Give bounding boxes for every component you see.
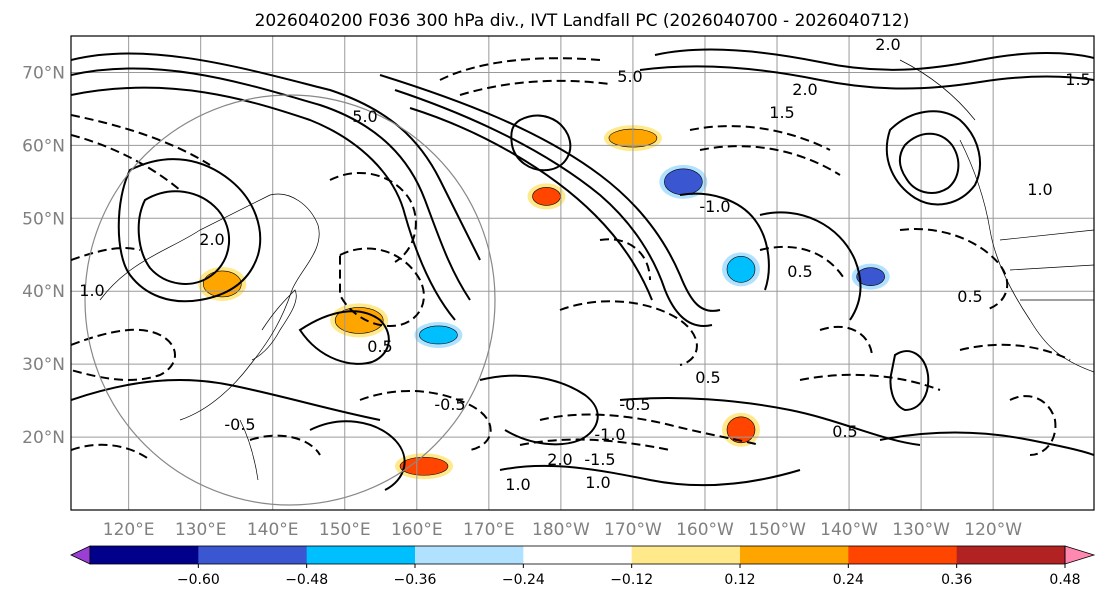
lat-tick-label: 40°N (22, 282, 65, 302)
lat-tick-labels: 20°N 30°N 40°N 50°N 60°N 70°N (22, 63, 65, 448)
contour-label: 5.0 (352, 107, 377, 126)
shaded-region (726, 416, 756, 444)
colorbar-tick-label: 0.24 (833, 572, 864, 588)
lon-tick-label: 170°W (604, 520, 662, 540)
colorbar-segment (740, 546, 849, 564)
range-ring (84, 94, 496, 506)
colorbar-tick-label: −0.24 (502, 572, 545, 588)
contour-label: -0.5 (619, 395, 650, 414)
contour-label: 2.0 (875, 35, 900, 54)
colorbar-segment (631, 546, 741, 564)
colorbar-extend-low (70, 545, 91, 565)
map-background (71, 36, 1094, 510)
colorbar-segment (198, 546, 308, 564)
contour-label: -1.5 (584, 450, 615, 469)
contour-label: -0.5 (224, 415, 255, 434)
contour-label: 1.5 (1065, 70, 1090, 89)
contour-label: 1.0 (505, 475, 530, 494)
colorbar-segment (956, 546, 1066, 564)
lon-tick-label: 150°W (748, 520, 806, 540)
lon-tick-label: 130°W (892, 520, 950, 540)
colorbar-tick-label: −0.60 (177, 572, 220, 588)
colorbar-tick-label: 0.36 (941, 572, 972, 588)
contours-solid (71, 48, 1094, 491)
contour-label: -0.5 (434, 395, 465, 414)
contour-label: 5.0 (617, 67, 642, 86)
colorbar-extend-high (1064, 545, 1096, 565)
shaded-region (202, 270, 242, 298)
lon-tick-label: 120°W (964, 520, 1022, 540)
colorbar-tick-label: 0.48 (1049, 572, 1080, 588)
shaded-region (419, 325, 458, 345)
lat-tick-label: 20°N (22, 428, 65, 448)
lon-tick-label: 140°W (820, 520, 878, 540)
map-frame (70, 35, 1095, 511)
colorbar: −0.60 −0.48 −0.36 −0.24 −0.12 0.12 0.24 0.36 0.4… (70, 545, 1096, 588)
shaded-region (399, 456, 449, 476)
contours-dashed (71, 57, 1071, 461)
shaded-region (726, 256, 756, 283)
contour-label: 1.0 (79, 281, 104, 300)
contour-label: -1.0 (699, 197, 730, 216)
lon-tick-label: 150°E (319, 520, 371, 540)
colorbar-tick-label: −0.12 (610, 572, 653, 588)
lat-tick-label: 50°N (22, 209, 65, 229)
contour-label: 1.0 (585, 473, 610, 492)
colorbar-segment (90, 546, 199, 564)
contour-label: 0.5 (367, 337, 392, 356)
lon-tick-label: 160°E (391, 520, 443, 540)
shaded-region (856, 267, 885, 286)
colorbar-segment (848, 546, 958, 564)
contour-label: -1.0 (594, 425, 625, 444)
colorbar-segment (523, 546, 633, 564)
contour-label: 0.5 (695, 368, 720, 387)
colorbar-tick-label: 0.12 (724, 572, 755, 588)
lon-tick-label: 140°E (247, 520, 299, 540)
lon-tick-labels: 120°E 130°E 140°E 150°E 160°E 170°E 180°W 170°W… (103, 520, 1022, 540)
shaded-region (664, 168, 703, 196)
contour-label: 0.5 (832, 422, 857, 441)
chart-title: 2026040200 F036 300 hPa div., IVT Landfa… (255, 11, 910, 31)
colorbar-segment (306, 546, 416, 564)
colorbar-tick-label: −0.36 (394, 572, 437, 588)
contour-label: 2.0 (199, 230, 224, 249)
contour-label: 1.0 (1027, 180, 1052, 199)
contour-label: 0.5 (787, 262, 812, 281)
map-content: 5.0 5.0 2.0 2.0 2.0 2.0 1.5 1.5 1.0 1.0 … (71, 35, 1094, 510)
lon-tick-label: 160°W (676, 520, 734, 540)
contour-label: 2.0 (547, 450, 572, 469)
lon-tick-label: 180°W (532, 520, 590, 540)
lat-tick-label: 60°N (22, 136, 65, 156)
contour-label: 1.5 (769, 103, 794, 122)
colorbar-segment (415, 546, 524, 564)
contour-labels: 5.0 5.0 2.0 2.0 2.0 2.0 1.5 1.5 1.0 1.0 … (79, 35, 1090, 494)
lat-tick-label: 30°N (22, 355, 65, 375)
colorbar-frame (89, 545, 1066, 565)
lon-tick-label: 120°E (103, 520, 155, 540)
colorbar-tick-label: −0.48 (285, 572, 328, 588)
lat-tick-label: 70°N (22, 63, 65, 83)
contour-label: 2.0 (792, 80, 817, 99)
shaded-region (532, 187, 561, 206)
lon-tick-label: 130°E (175, 520, 227, 540)
contour-label: 0.5 (957, 287, 982, 306)
lon-tick-label: 170°E (463, 520, 515, 540)
